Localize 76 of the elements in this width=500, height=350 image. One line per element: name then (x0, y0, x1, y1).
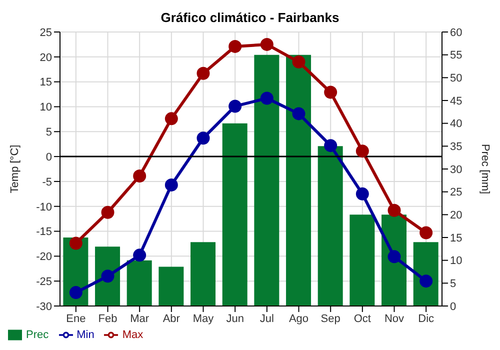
y2-tick-label: 25 (450, 186, 462, 199)
x-tick-label: Oct (354, 312, 371, 325)
y2-tick-label: 60 (450, 26, 462, 39)
point (292, 107, 306, 120)
y2-tick-label: 45 (450, 95, 462, 108)
bar (286, 54, 312, 306)
bar (126, 260, 152, 306)
y2-tick-label: 40 (450, 118, 462, 130)
y-tick-label: 10 (40, 102, 52, 114)
x-tick-label: Sep (320, 312, 340, 325)
x-tick-label: Abr (162, 312, 180, 325)
x-tick-label: Nov (384, 312, 405, 325)
y2-tick-label: 10 (450, 255, 462, 268)
point (133, 169, 146, 182)
y-tick-label: -25 (36, 276, 52, 288)
y2-axis-title: Prec [mm] (479, 144, 492, 194)
point (324, 86, 338, 99)
bar (350, 214, 375, 306)
bar (222, 123, 248, 306)
y-tick-label: 0 (46, 151, 52, 164)
bar (158, 266, 184, 306)
point (101, 206, 114, 219)
x-tick-label: Feb (98, 312, 118, 325)
point (420, 274, 433, 288)
point (388, 250, 401, 264)
x-tick-label: Jul (260, 312, 274, 325)
point (292, 55, 306, 68)
point (388, 204, 401, 217)
x-tick-label: Ene (66, 312, 86, 325)
y2-tick-label: 35 (450, 141, 462, 154)
y2-tick-label: 20 (450, 210, 462, 222)
x-tick-label: Jun (226, 312, 244, 325)
point (69, 286, 82, 300)
y-tick-label: 5 (46, 126, 52, 139)
x-tick-label: May (192, 312, 214, 325)
y-tick-label: -30 (36, 300, 52, 313)
bar (190, 242, 216, 306)
y2-tick-label: 50 (450, 72, 462, 85)
y-tick-label: 15 (40, 76, 52, 89)
y-tick-label: -15 (36, 226, 52, 238)
y2-tick-label: 0 (450, 300, 456, 313)
y-tick-label: -10 (36, 201, 52, 214)
x-tick-label: Ago (288, 312, 309, 325)
point (69, 236, 82, 250)
bar (318, 146, 343, 306)
point (356, 187, 369, 200)
point (260, 38, 274, 51)
point (228, 40, 242, 53)
point (133, 248, 146, 262)
bar (254, 54, 280, 306)
y2-tick-label: 30 (450, 164, 462, 176)
point (164, 178, 178, 192)
y2-tick-label: 15 (450, 232, 462, 244)
y-tick-label: 25 (40, 26, 52, 39)
legend-label: Min (76, 328, 94, 341)
point (420, 226, 433, 240)
point (228, 100, 242, 113)
y-tick-label: 20 (40, 52, 52, 64)
point (356, 144, 369, 158)
bar (413, 242, 438, 306)
legend-label: Max (122, 328, 144, 341)
y2-tick-label: 5 (450, 278, 456, 290)
point (260, 92, 274, 105)
y-tick-label: -20 (36, 251, 52, 264)
y-axis-title: Temp [°C] (8, 144, 21, 194)
y2-tick-label: 55 (450, 50, 462, 62)
point (324, 139, 338, 152)
point (196, 132, 210, 145)
point (101, 270, 114, 283)
x-tick-label: Dic (418, 312, 435, 325)
chart-title: Gráfico climático - Fairbanks (160, 10, 340, 25)
point (164, 112, 178, 126)
point (196, 66, 210, 80)
legend-label: Prec (26, 328, 49, 341)
x-tick-label: Mar (130, 312, 150, 325)
y-tick-label: -5 (42, 176, 52, 188)
